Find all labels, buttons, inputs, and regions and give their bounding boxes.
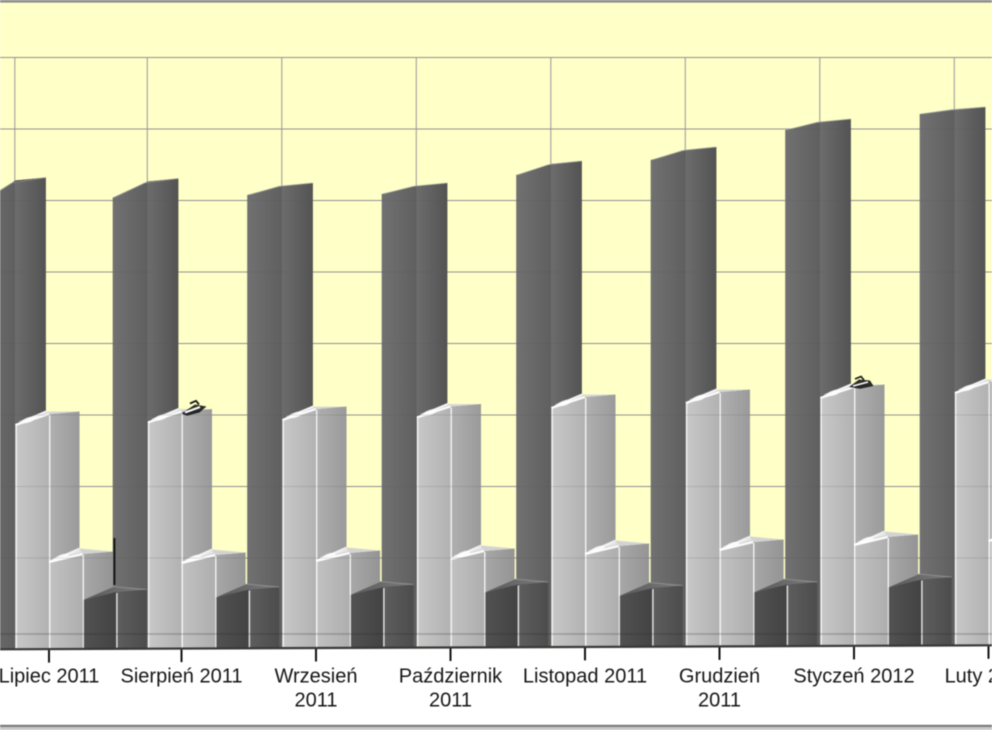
svg-text:Sierpień 2011: Sierpień 2011 bbox=[121, 665, 243, 687]
svg-text:Luty 2012: Luty 2012 bbox=[945, 665, 992, 687]
svg-text:Listopad 2011: Listopad 2011 bbox=[523, 665, 647, 687]
svg-text:Lipiec 2011: Lipiec 2011 bbox=[0, 665, 99, 687]
svg-text:2011: 2011 bbox=[294, 689, 337, 711]
svg-text:2011: 2011 bbox=[429, 689, 472, 711]
svg-text:2011: 2011 bbox=[698, 689, 741, 711]
svg-text:Październik: Październik bbox=[399, 665, 503, 687]
svg-text:Styczeń 2012: Styczeń 2012 bbox=[793, 665, 914, 687]
svg-text:Wrzesień: Wrzesień bbox=[275, 665, 358, 687]
svg-text:Grudzień: Grudzień bbox=[679, 665, 760, 687]
